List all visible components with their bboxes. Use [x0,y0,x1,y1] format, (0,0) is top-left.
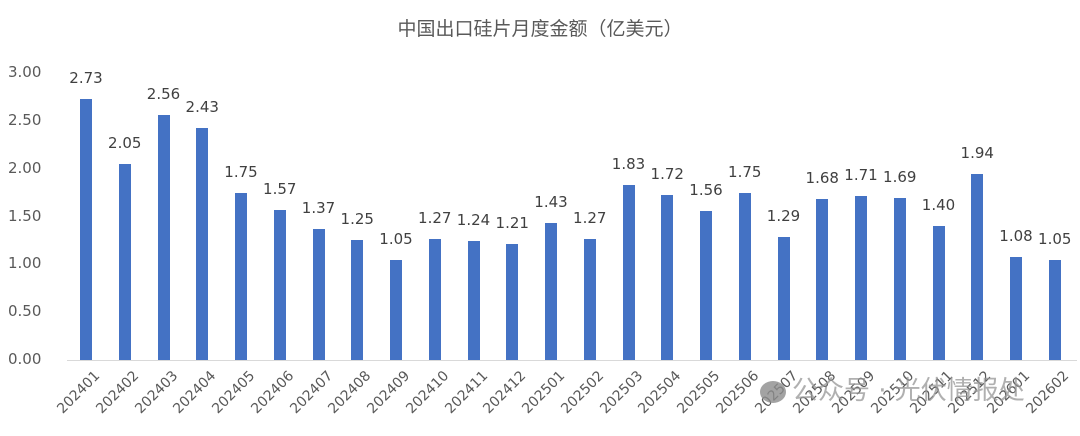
bar-value-label: 1.40 [921,196,956,215]
bar [273,209,286,360]
bar-value-label: 1.05 [379,229,413,248]
bar [893,198,906,360]
x-axis-line [67,360,1077,361]
y-tick-label: 2.00 [8,158,42,177]
bar-value-label: 1.83 [611,154,646,173]
bar [118,163,131,360]
bar [932,226,945,360]
bar-value-label: 1.25 [340,210,374,229]
bar-value-label: 1.37 [301,198,336,217]
bar [816,199,829,360]
bar [1010,256,1022,360]
bar-value-label: 1.94 [960,144,994,163]
bar-value-label: 2.43 [185,97,219,116]
watermark: 公众号 · 光伏情报处 [760,370,1025,407]
bar-value-label: 1.21 [495,214,529,233]
bar [157,115,170,360]
bar-value-label: 1.29 [766,206,801,225]
wechat-icon [760,380,786,403]
watermark-text: 公众号 · 光伏情报处 [792,376,1025,406]
chart-title: 中国出口硅片月度金额（亿美元） [397,18,683,40]
bar [545,223,557,360]
bar-value-label: 1.27 [418,208,452,227]
bar-value-label: 2.73 [69,68,103,87]
bar-value-label: 2.05 [108,133,142,152]
bar [235,192,247,360]
bar [855,196,867,360]
bar [390,259,402,360]
bar [80,98,92,360]
bar [196,127,209,360]
bar [351,240,364,360]
bar [700,210,712,360]
bar-value-label: 1.27 [573,208,607,227]
bar-value-label: 1.24 [456,211,491,230]
bar [428,238,441,360]
y-tick-label: 2.50 [8,110,42,129]
bar-value-label: 1.71 [844,166,878,185]
bar [971,174,984,360]
bar [661,195,674,360]
bar [312,228,325,360]
bar-value-label: 1.43 [534,193,568,212]
bar-value-label: 1.05 [1038,229,1072,248]
bar [777,236,790,360]
bar-value-label: 1.56 [689,180,723,199]
bar [506,244,519,360]
bar-value-label: 2.56 [146,85,181,104]
y-tick-label: 0.00 [8,350,42,368]
bar-value-label: 1.68 [805,169,839,188]
y-tick-label: 3.00 [8,63,42,81]
bar [622,184,635,360]
y-tick-label: 1.00 [8,254,42,273]
bar-value-label: 1.57 [263,179,297,198]
bar-value-label: 1.72 [650,165,684,184]
bar-value-label: 1.69 [883,168,917,187]
y-tick-label: 0.50 [8,302,42,321]
bar [583,238,596,360]
bar-value-label: 1.08 [999,226,1033,245]
bar [738,192,751,360]
y-tick-label: 1.50 [8,206,42,225]
bar [1048,259,1061,360]
bar [467,241,480,360]
bar-value-label: 1.75 [728,162,762,181]
bar-value-label: 1.75 [224,162,258,181]
